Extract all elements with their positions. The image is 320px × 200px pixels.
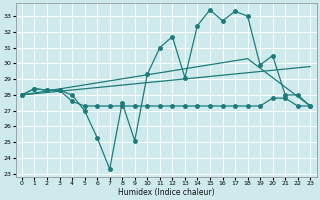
- X-axis label: Humidex (Indice chaleur): Humidex (Indice chaleur): [118, 188, 214, 197]
